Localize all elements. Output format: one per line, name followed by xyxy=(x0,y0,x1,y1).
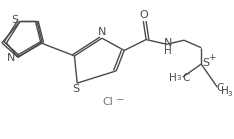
Text: H: H xyxy=(164,46,172,56)
Text: C: C xyxy=(182,73,189,83)
Text: 3: 3 xyxy=(176,75,181,81)
Text: S: S xyxy=(202,58,209,68)
Text: C: C xyxy=(216,83,223,93)
Text: N: N xyxy=(7,53,16,63)
Text: +: + xyxy=(208,53,216,62)
Text: S: S xyxy=(12,15,19,25)
Text: O: O xyxy=(139,10,148,20)
Text: Cl: Cl xyxy=(103,97,114,107)
Text: S: S xyxy=(72,84,79,94)
Text: −: − xyxy=(116,95,125,105)
Text: H: H xyxy=(169,73,177,83)
Text: N: N xyxy=(98,27,107,37)
Text: 3: 3 xyxy=(228,91,232,97)
Text: N: N xyxy=(164,38,172,48)
Text: H: H xyxy=(221,86,229,96)
